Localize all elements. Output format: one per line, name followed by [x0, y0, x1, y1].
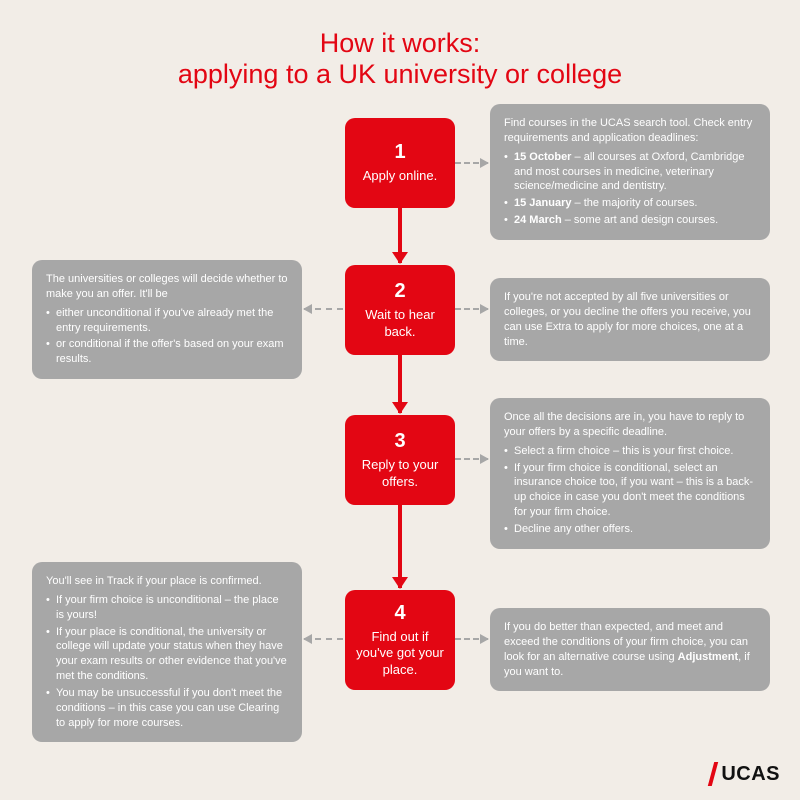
title-line-2: applying to a UK university or college [20, 59, 780, 90]
info-4r-bold: Adjustment [678, 651, 739, 663]
arrow-3-4 [398, 505, 402, 588]
info-step-2-left: The universities or colleges will decide… [32, 260, 302, 379]
info-3r-bullet-3: Decline any other offers. [504, 522, 756, 537]
info-step-3-right: Once all the decisions are in, you have … [490, 398, 770, 549]
info-step-2-right: If you're not accepted by all five unive… [490, 278, 770, 361]
info-2l-bullet-2: or conditional if the offer's based on y… [46, 337, 288, 367]
step-3-label: Reply to your offers. [353, 457, 447, 490]
info-1r-bullet-1: 15 October – all courses at Oxford, Camb… [504, 150, 756, 195]
flowchart-canvas: 1 Apply online. 2 Wait to hear back. 3 R… [0, 100, 800, 740]
title-line-1: How it works: [20, 28, 780, 59]
info-1r-intro: Find courses in the UCAS search tool. Ch… [504, 116, 756, 146]
step-1-box: 1 Apply online. [345, 118, 455, 208]
dash-1-right [455, 162, 488, 164]
info-step-1-right: Find courses in the UCAS search tool. Ch… [490, 104, 770, 240]
step-2-box: 2 Wait to hear back. [345, 265, 455, 355]
info-4l-bullet-1: If your firm choice is unconditional – t… [46, 593, 288, 623]
step-2-label: Wait to hear back. [353, 307, 447, 340]
step-1-number: 1 [394, 141, 405, 164]
step-1-label: Apply online. [363, 168, 437, 184]
step-2-number: 2 [394, 280, 405, 303]
dash-2-right [455, 308, 488, 310]
info-step-4-right: If you do better than expected, and meet… [490, 608, 770, 691]
info-3r-intro: Once all the decisions are in, you have … [504, 410, 756, 440]
step-4-number: 4 [394, 602, 405, 625]
info-step-4-left: You'll see in Track if your place is con… [32, 562, 302, 742]
info-1r-bullet-3: 24 March – some art and design courses. [504, 213, 756, 228]
info-4l-bullet-2: If your place is conditional, the univer… [46, 625, 288, 684]
info-3r-bullet-1: Select a firm choice – this is your firs… [504, 444, 756, 459]
dash-2-left [304, 308, 343, 310]
dash-4-right [455, 638, 488, 640]
info-4l-intro: You'll see in Track if your place is con… [46, 574, 288, 589]
logo-slash-icon [708, 762, 718, 786]
info-1r-bullet-2: 15 January – the majority of courses. [504, 196, 756, 211]
step-3-box: 3 Reply to your offers. [345, 415, 455, 505]
ucas-logo: UCAS [711, 762, 780, 786]
info-4l-bullet-3: You may be unsuccessful if you don't mee… [46, 686, 288, 731]
dash-3-right [455, 458, 488, 460]
info-2l-bullet-1: either unconditional if you've already m… [46, 306, 288, 336]
step-4-label: Find out if you've got your place. [353, 629, 447, 678]
logo-text: UCAS [721, 763, 780, 786]
step-4-box: 4 Find out if you've got your place. [345, 590, 455, 690]
info-2r-text: If you're not accepted by all five unive… [504, 290, 756, 349]
arrow-2-3 [398, 355, 402, 413]
page-title: How it works: applying to a UK universit… [0, 0, 800, 100]
info-2l-intro: The universities or colleges will decide… [46, 272, 288, 302]
step-3-number: 3 [394, 430, 405, 453]
arrow-1-2 [398, 208, 402, 263]
info-3r-bullet-2: If your firm choice is conditional, sele… [504, 461, 756, 520]
dash-4-left [304, 638, 343, 640]
